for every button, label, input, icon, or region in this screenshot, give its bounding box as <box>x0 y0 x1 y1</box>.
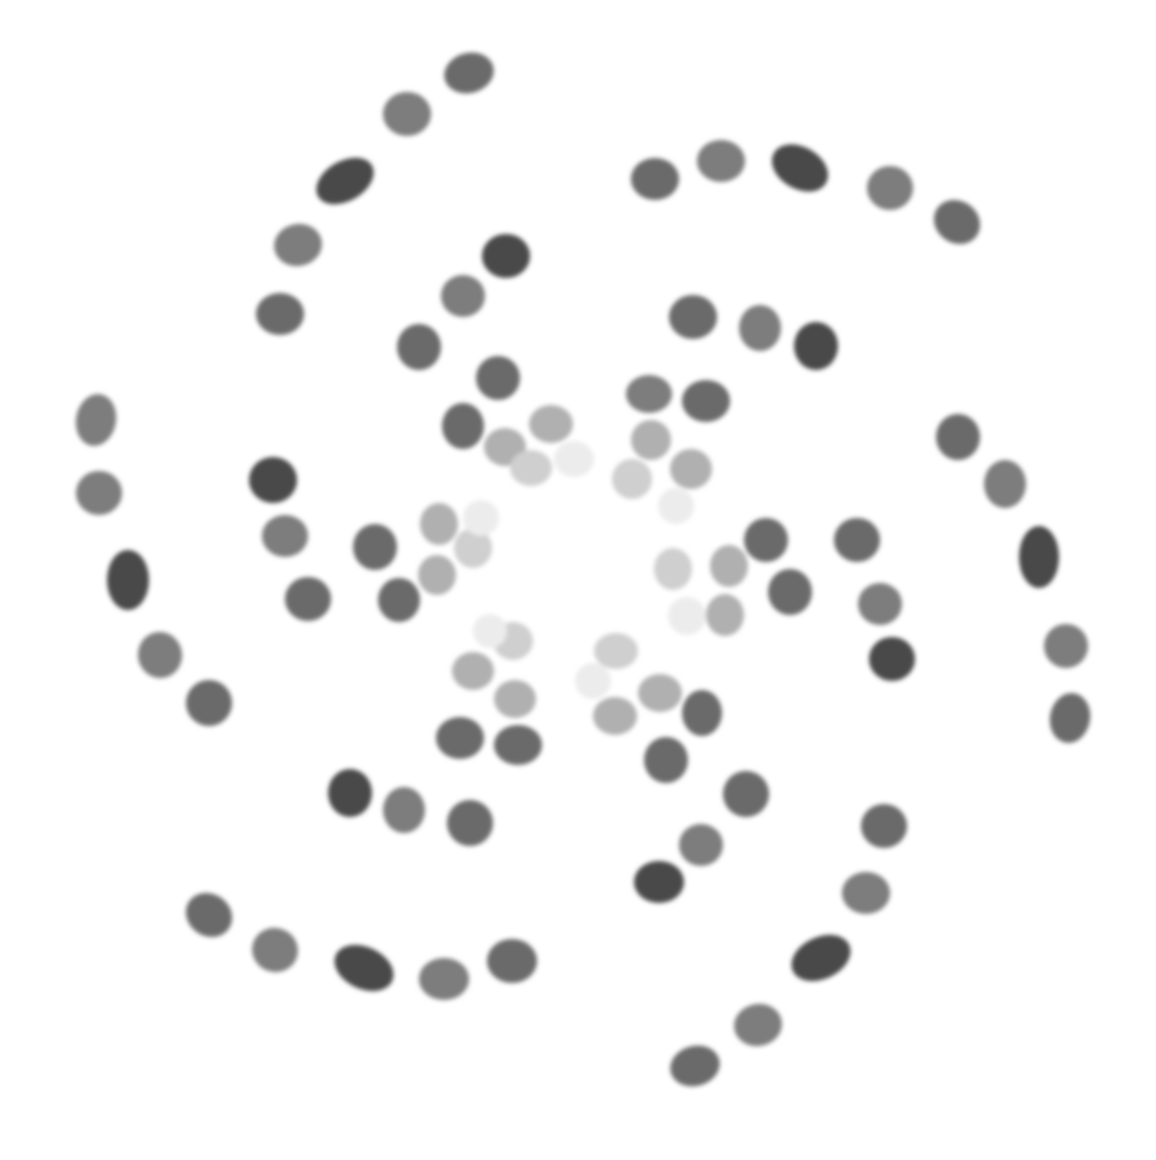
spiral-dot <box>631 158 679 200</box>
spiral-dot <box>575 663 611 699</box>
spiral-dot <box>723 771 769 817</box>
spiral-dot <box>791 934 851 982</box>
spiral-dot <box>842 872 890 914</box>
spiral-dot <box>682 690 722 736</box>
spiral-dot <box>137 632 183 678</box>
spiral-dot <box>612 459 652 499</box>
spiral-dot <box>334 944 394 992</box>
spiral-dot <box>262 515 308 557</box>
spiral-dot <box>274 223 322 267</box>
spiral-dot <box>452 652 494 690</box>
spiral-dot <box>744 518 788 562</box>
spiral-dot <box>768 569 812 615</box>
spiral-dot <box>658 488 694 524</box>
spiral-dot <box>510 450 552 486</box>
spiral-dot <box>482 234 530 278</box>
spiral-dot <box>626 375 672 413</box>
spiral-dot <box>771 144 829 192</box>
spiral-dot <box>419 958 469 1000</box>
spiral-dot <box>256 293 304 335</box>
spiral-dot <box>706 594 744 636</box>
spiral-dot <box>328 769 372 817</box>
spiral-dot <box>252 927 298 973</box>
spiral-dot <box>76 471 122 515</box>
spiral-dot <box>669 295 717 339</box>
spiral-dot <box>1019 526 1059 588</box>
spiral-dot <box>631 420 671 460</box>
spiral-dot <box>378 578 420 622</box>
spiral-dot <box>794 322 838 370</box>
spiral-dot <box>476 356 520 400</box>
spiral-dot <box>487 939 537 983</box>
spiral-dot <box>984 460 1026 508</box>
spiral-dot <box>436 717 484 759</box>
spiral-dot <box>186 680 232 726</box>
spiral-dot <box>834 518 880 562</box>
spiral-dot <box>668 597 706 635</box>
spiral-dot <box>861 804 907 848</box>
spiral-dot <box>593 697 637 735</box>
spiral-dot <box>249 457 297 503</box>
spiral-dot <box>397 324 441 370</box>
spiral-dot <box>442 403 484 449</box>
spiral-dot <box>710 545 748 587</box>
spiral-dot <box>638 674 682 712</box>
spiral-dot <box>316 157 374 205</box>
spiral-dot <box>418 555 456 595</box>
spiral-dot <box>494 680 536 718</box>
spiral-dot <box>383 92 431 136</box>
spiral-dot <box>473 614 507 648</box>
spiral-dot <box>463 500 499 536</box>
spiral-dot <box>1044 624 1088 668</box>
spiral-dot <box>107 550 149 610</box>
spiral-dot <box>454 528 492 568</box>
spiral-dot <box>936 414 980 460</box>
spiral-dot <box>697 140 745 182</box>
spiral-dot <box>858 583 902 625</box>
spiral-dot <box>554 441 594 477</box>
spiral-dot <box>447 800 493 846</box>
spiral-dot <box>353 524 397 570</box>
spiral-dot <box>420 503 458 545</box>
spiral-dot <box>494 725 542 765</box>
spiral-dot <box>529 405 573 443</box>
spiral-dot <box>933 199 981 245</box>
spiral-dot <box>444 52 494 94</box>
spiral-dot <box>594 633 638 669</box>
spiral-dot <box>1049 693 1091 743</box>
spiral-dot <box>285 577 331 621</box>
spiral-dot <box>644 737 688 783</box>
spiral-dot <box>670 1045 720 1087</box>
spiral-dot <box>441 275 485 317</box>
spiral-dot <box>654 548 692 590</box>
spiral-dot <box>869 637 915 681</box>
spiral-dot <box>867 166 913 210</box>
spiral-dot <box>734 1003 782 1047</box>
spiral-dot <box>682 380 730 422</box>
spiral-dot <box>185 892 233 938</box>
spiral-dot <box>383 787 425 833</box>
spiral-dot <box>75 394 117 446</box>
spiral-dot <box>739 305 781 351</box>
spiral-dot <box>634 861 684 903</box>
spiral-dot <box>679 824 723 866</box>
spiral-dot <box>670 449 712 489</box>
